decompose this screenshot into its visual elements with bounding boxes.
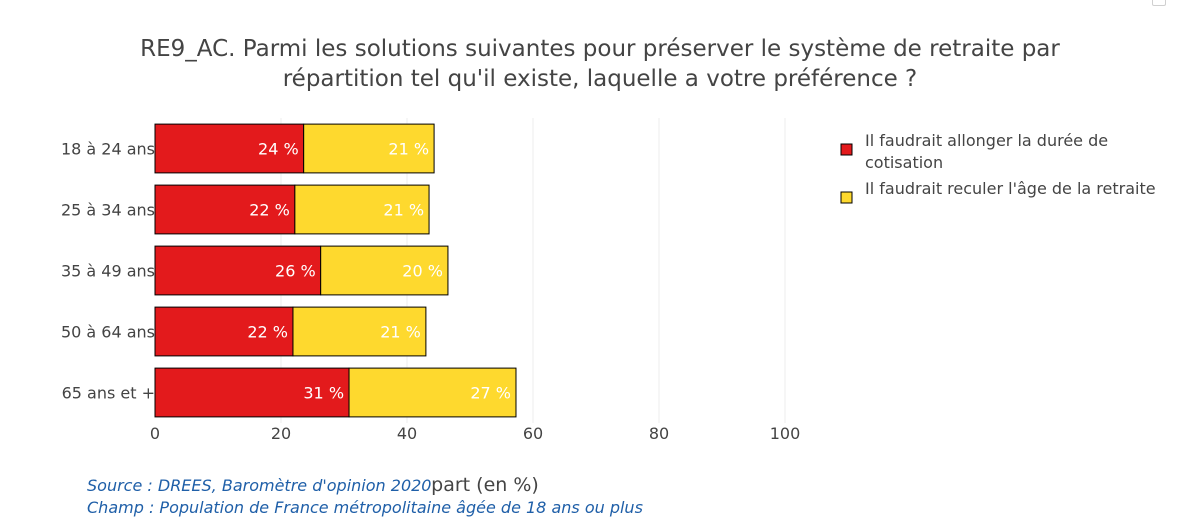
x-tick-label: 80 — [649, 424, 669, 443]
x-tick-label: 40 — [397, 424, 417, 443]
legend-swatch — [840, 143, 853, 156]
chart-title-line: répartition tel qu'il existe, laquelle a… — [283, 66, 918, 92]
bar-value-label: 26 % — [275, 262, 316, 281]
legend[interactable]: Il faudrait allonger la durée de cotisati… — [840, 131, 1156, 204]
bar-value-label: 20 % — [402, 262, 443, 281]
modebar-icon[interactable] — [1152, 0, 1166, 6]
bar-value-label: 31 % — [303, 384, 344, 403]
legend-swatch — [840, 191, 853, 204]
bars — [154, 123, 517, 418]
bar-value-label: 27 % — [470, 384, 511, 403]
bar-segment — [348, 367, 517, 418]
x-tick-label: 60 — [523, 424, 543, 443]
y-tick-label: 50 à 64 ans — [61, 323, 155, 342]
bar-segment — [154, 184, 296, 235]
source-note: Source : DREES, Baromètre d'opinion 2020 — [87, 476, 432, 495]
bar-segment — [154, 245, 322, 296]
bar-value-label: 21 % — [388, 140, 429, 159]
x-tick-label: 100 — [770, 424, 801, 443]
champ-note: Champ : Population de France métropolita… — [87, 498, 643, 517]
y-tick-label: 18 à 24 ans — [61, 140, 155, 159]
y-tick-label: 25 à 34 ans — [61, 201, 155, 220]
x-axis-title: part (en %) — [431, 474, 539, 496]
bar-segment — [294, 184, 430, 235]
bar-value-label: 22 % — [249, 201, 290, 220]
bar-labels: 24 % 21 % 22 % 21 % 26 % 20 % 22 % 21 % 31 % 27 % — [247, 140, 511, 403]
bar-value-label: 24 % — [258, 140, 299, 159]
bar-segment — [320, 245, 449, 296]
y-tick-label: 65 ans et + — [62, 384, 155, 403]
bar-segment — [154, 306, 294, 357]
x-tick-label: 0 — [150, 424, 160, 443]
chart-title-line: RE9_AC. Parmi les solutions suivantes po… — [140, 36, 1060, 62]
legend-label: cotisation — [865, 153, 943, 172]
bar-value-label: 21 % — [383, 201, 424, 220]
bar-segment — [154, 123, 305, 174]
y-tick-label: 35 à 49 ans — [61, 262, 155, 281]
x-tick-label: 20 — [271, 424, 291, 443]
legend-label: Il faudrait reculer l'âge de la retraite — [865, 179, 1156, 198]
bar-value-label: 22 % — [247, 323, 288, 342]
bar-segment — [292, 306, 427, 357]
y-axis-ticks: 18 à 24 ans 25 à 34 ans 35 à 49 ans 50 à 64… — [61, 140, 155, 403]
x-axis-ticks: 0 20 40 60 80 100 — [150, 424, 800, 443]
bar-segment — [154, 367, 350, 418]
bar-value-label: 21 % — [380, 323, 421, 342]
chart-title: RE9_AC. Parmi les solutions suivantes po… — [140, 36, 1060, 92]
bar-segment — [303, 123, 435, 174]
legend-label: Il faudrait allonger la durée de — [865, 131, 1108, 150]
